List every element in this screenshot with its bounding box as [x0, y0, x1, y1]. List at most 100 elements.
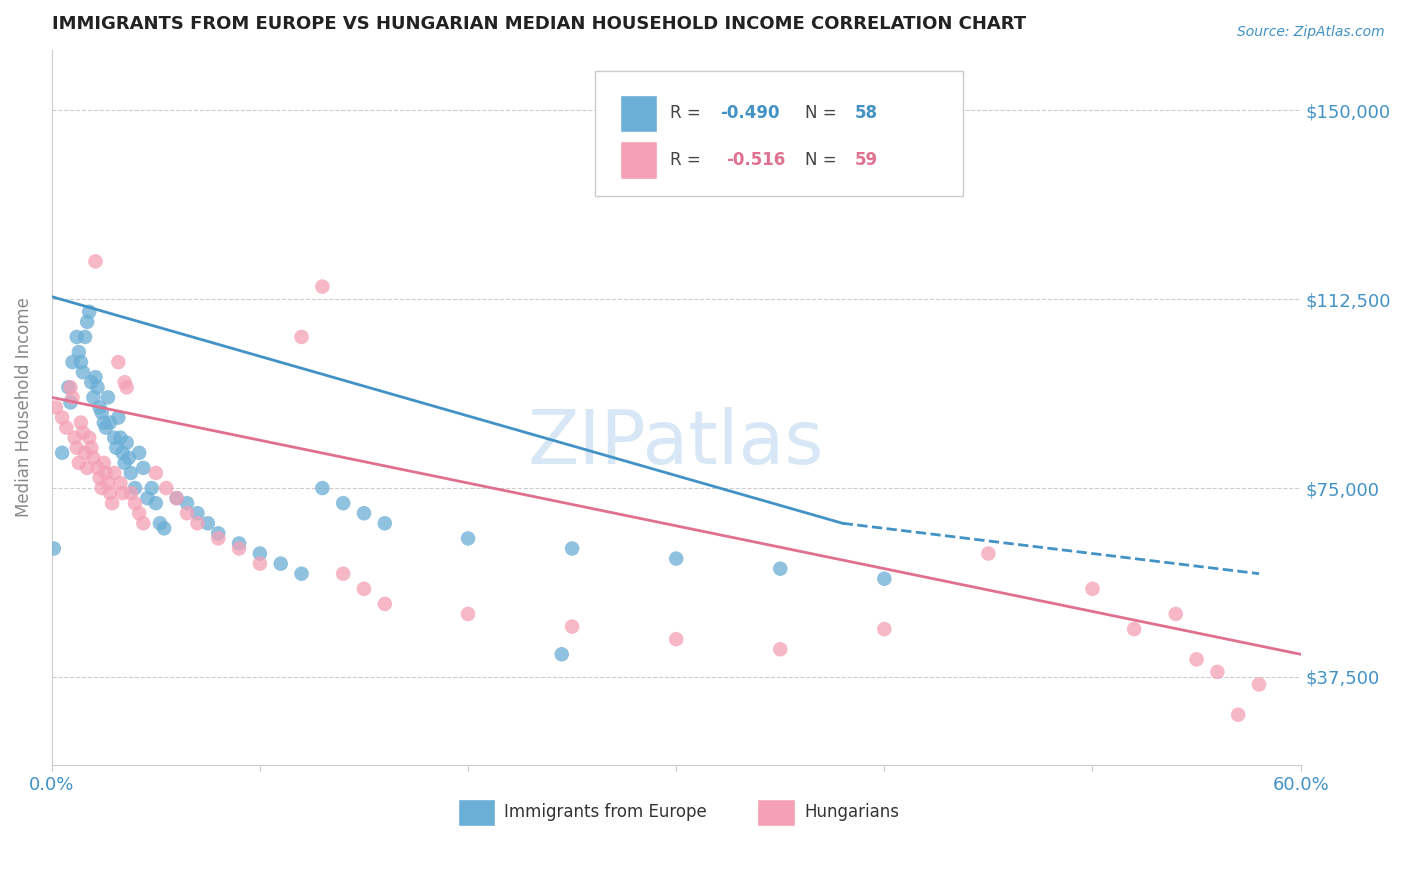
- Point: [115, 435, 138, 450]
- Point: [207, 526, 229, 541]
- Point: [97, 391, 120, 405]
- Text: Hungarians: Hungarians: [804, 804, 900, 822]
- Point: [42, 541, 65, 556]
- Text: N =: N =: [804, 104, 842, 122]
- Point: [89, 471, 111, 485]
- Point: [114, 456, 136, 470]
- Point: [132, 516, 155, 531]
- Point: [114, 376, 136, 390]
- Point: [290, 566, 312, 581]
- Point: [62, 355, 84, 369]
- Point: [149, 516, 172, 531]
- Point: [457, 607, 479, 621]
- Point: [551, 648, 574, 662]
- Text: IMMIGRANTS FROM EUROPE VS HUNGARIAN MEDIAN HOUSEHOLD INCOME CORRELATION CHART: IMMIGRANTS FROM EUROPE VS HUNGARIAN MEDI…: [52, 15, 1026, 33]
- Text: R =: R =: [669, 151, 711, 169]
- Point: [311, 279, 333, 293]
- Point: [72, 425, 94, 440]
- Point: [103, 466, 125, 480]
- Point: [153, 521, 176, 535]
- Point: [249, 547, 271, 561]
- Point: [145, 496, 167, 510]
- Y-axis label: Median Household Income: Median Household Income: [15, 298, 32, 517]
- Point: [166, 491, 188, 505]
- Point: [769, 642, 792, 657]
- Point: [94, 420, 117, 434]
- Point: [101, 496, 124, 510]
- Point: [353, 506, 375, 520]
- Point: [561, 541, 583, 556]
- Point: [86, 380, 108, 394]
- Point: [197, 516, 219, 531]
- Point: [332, 566, 354, 581]
- Point: [141, 481, 163, 495]
- Point: [103, 431, 125, 445]
- Point: [105, 441, 128, 455]
- Point: [115, 380, 138, 394]
- Point: [77, 431, 100, 445]
- Point: [66, 330, 89, 344]
- Point: [124, 496, 146, 510]
- Point: [1206, 665, 1229, 679]
- Point: [128, 446, 150, 460]
- Point: [132, 461, 155, 475]
- Point: [84, 254, 107, 268]
- Point: [665, 632, 688, 647]
- Point: [84, 370, 107, 384]
- Point: [769, 562, 792, 576]
- Point: [561, 619, 583, 633]
- Point: [207, 532, 229, 546]
- Point: [110, 476, 132, 491]
- Point: [873, 572, 896, 586]
- Point: [89, 401, 111, 415]
- Point: [70, 416, 93, 430]
- Text: Source: ZipAtlas.com: Source: ZipAtlas.com: [1237, 25, 1385, 39]
- Text: -0.490: -0.490: [720, 104, 779, 122]
- Point: [1164, 607, 1187, 621]
- Point: [94, 466, 117, 480]
- Point: [67, 345, 90, 359]
- Text: -0.516: -0.516: [725, 151, 786, 169]
- Point: [93, 456, 115, 470]
- Point: [86, 461, 108, 475]
- Point: [63, 431, 86, 445]
- Point: [62, 391, 84, 405]
- Point: [70, 355, 93, 369]
- Point: [51, 446, 73, 460]
- Point: [155, 481, 177, 495]
- Point: [873, 622, 896, 636]
- Point: [1081, 582, 1104, 596]
- Point: [311, 481, 333, 495]
- Point: [128, 506, 150, 520]
- Point: [98, 416, 121, 430]
- Point: [45, 401, 67, 415]
- Point: [107, 410, 129, 425]
- Point: [136, 491, 159, 505]
- Point: [90, 481, 112, 495]
- Point: [145, 466, 167, 480]
- Text: R =: R =: [669, 104, 706, 122]
- Point: [120, 466, 142, 480]
- Point: [977, 547, 1000, 561]
- Bar: [758, 798, 794, 826]
- Point: [176, 506, 198, 520]
- Point: [51, 410, 73, 425]
- Point: [186, 516, 208, 531]
- Point: [82, 391, 104, 405]
- Text: N =: N =: [804, 151, 842, 169]
- Point: [67, 456, 90, 470]
- Point: [90, 405, 112, 419]
- Bar: [620, 95, 658, 132]
- Point: [73, 446, 96, 460]
- Point: [1247, 677, 1270, 691]
- Point: [76, 315, 98, 329]
- Point: [290, 330, 312, 344]
- Point: [76, 461, 98, 475]
- Point: [118, 450, 141, 465]
- Point: [58, 380, 80, 394]
- Point: [77, 305, 100, 319]
- Text: Immigrants from Europe: Immigrants from Europe: [503, 804, 707, 822]
- Point: [1185, 652, 1208, 666]
- Text: ZIPatlas: ZIPatlas: [529, 407, 824, 480]
- Point: [111, 486, 134, 500]
